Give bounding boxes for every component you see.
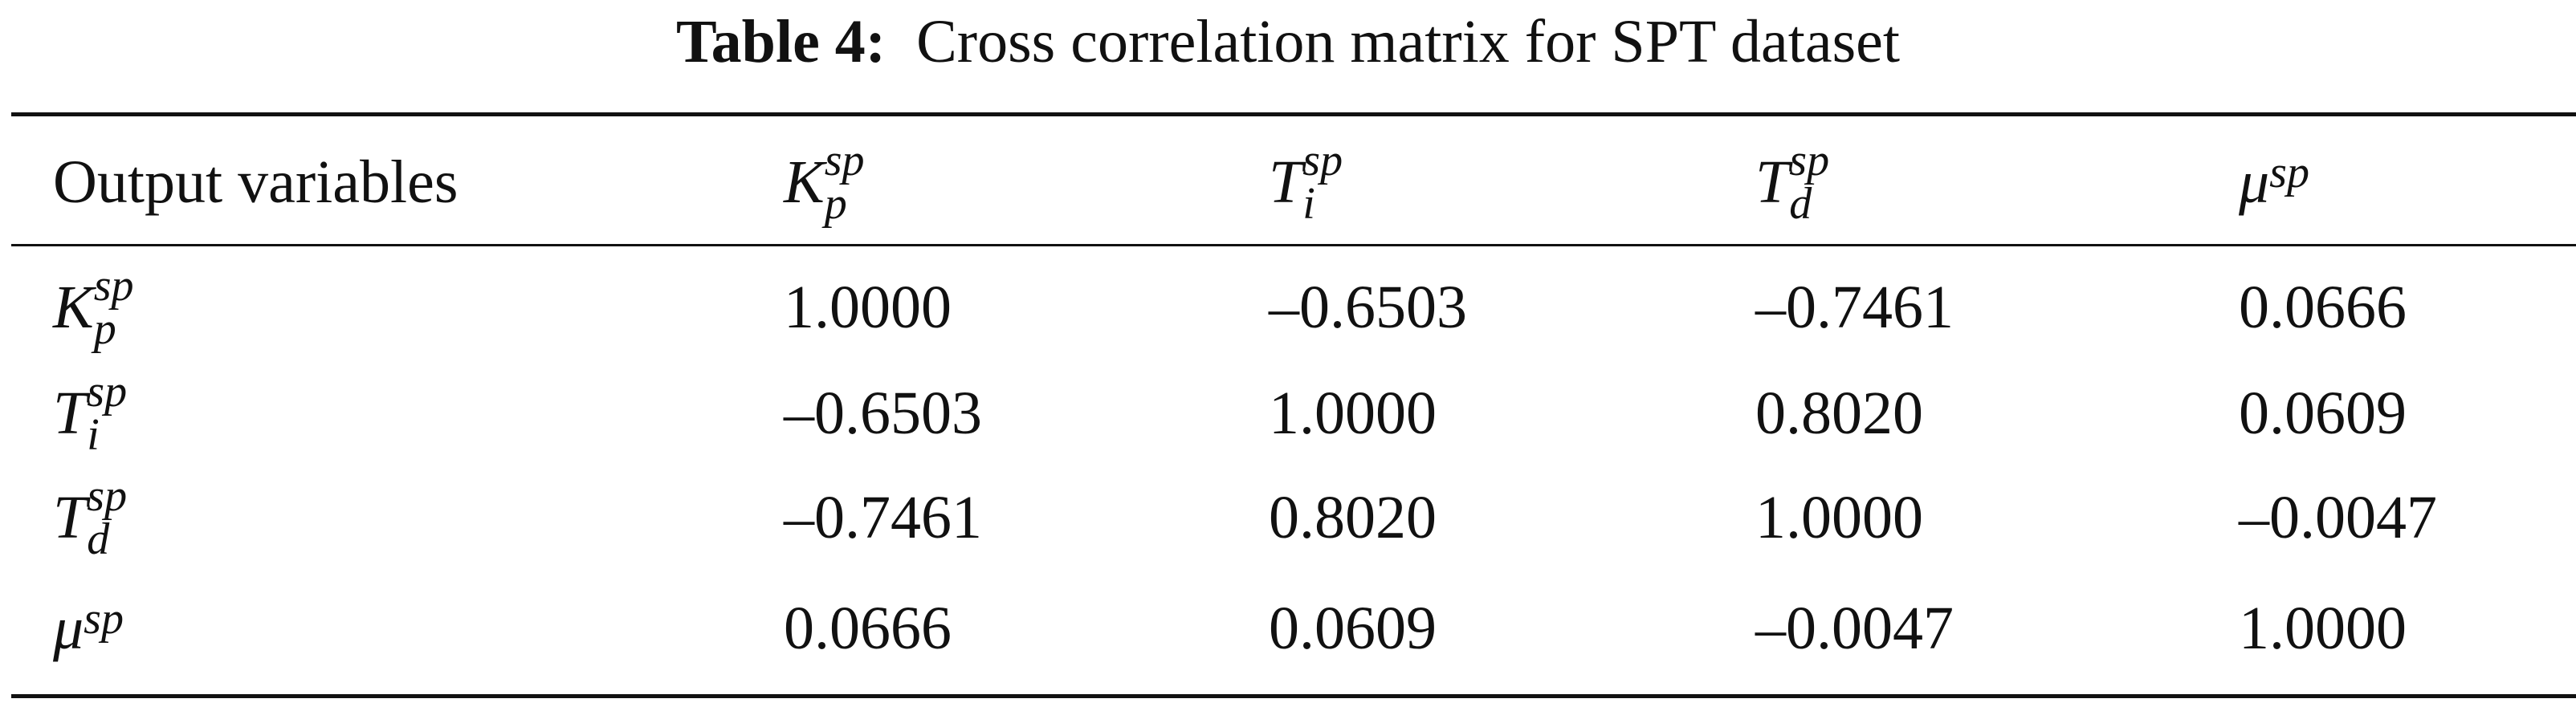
header-output-variables: Output variables xyxy=(53,148,459,216)
table-cell: 1.0000 xyxy=(2239,595,2407,662)
table-cell: 0.8020 xyxy=(1269,484,1437,551)
header-rule xyxy=(11,244,2576,246)
table-cell: 0.0609 xyxy=(2239,380,2407,447)
table-cell: –0.0047 xyxy=(2239,484,2437,551)
row-label-base: μ xyxy=(53,595,84,662)
header-var-base: μ xyxy=(2239,148,2270,216)
table-cell: –0.7461 xyxy=(784,484,982,551)
caption-label: Table 4: xyxy=(675,8,887,75)
table-caption: Table 4: Cross correlation matrix for SP… xyxy=(0,3,2576,80)
row-label-sup: sp xyxy=(87,367,128,416)
caption-text: Cross correlation matrix for SPT dataset xyxy=(916,8,1901,75)
table-cell: 1.0000 xyxy=(1269,380,1437,447)
header-var-sup: sp xyxy=(2269,148,2309,197)
top-rule xyxy=(11,112,2576,116)
table-cell: –0.6503 xyxy=(1269,274,1467,341)
table-cell: –0.0047 xyxy=(1755,595,1954,662)
table-cell: –0.6503 xyxy=(784,380,982,447)
row-label-mu: μsp xyxy=(53,592,124,664)
header-var-sup: sp xyxy=(1789,136,1830,185)
header-var-base: T xyxy=(1269,148,1303,216)
header-var-base: T xyxy=(1755,148,1790,216)
header-var-sub: i xyxy=(1302,179,1315,229)
row-label-base: K xyxy=(53,274,94,341)
table-cell: 0.0666 xyxy=(2239,274,2407,341)
row-label-sup: sp xyxy=(93,261,134,311)
row-label-sub: p xyxy=(93,304,116,354)
header-var-base: K xyxy=(784,148,825,216)
table-cell: 1.0000 xyxy=(1755,484,1923,551)
row-label-sub: i xyxy=(87,410,100,460)
row-label-base: T xyxy=(53,484,88,551)
header-var-sub: p xyxy=(824,179,847,229)
row-label-sup: sp xyxy=(84,594,124,644)
table-cell: 0.8020 xyxy=(1755,380,1923,447)
header-var-sub: d xyxy=(1789,179,1812,229)
row-label-sup: sp xyxy=(87,471,128,521)
table-cell: 1.0000 xyxy=(784,274,952,341)
row-label-sub: d xyxy=(87,514,110,564)
row-label-base: T xyxy=(53,380,88,447)
table-cell: 0.0666 xyxy=(784,595,952,662)
header-var-mu: μsp xyxy=(2239,146,2309,218)
table-cell: –0.7461 xyxy=(1755,274,1954,341)
table-cell: 0.0609 xyxy=(1269,595,1437,662)
bottom-rule xyxy=(11,694,2576,698)
header-var-sup: sp xyxy=(824,136,865,185)
header-var-sup: sp xyxy=(1302,136,1343,185)
